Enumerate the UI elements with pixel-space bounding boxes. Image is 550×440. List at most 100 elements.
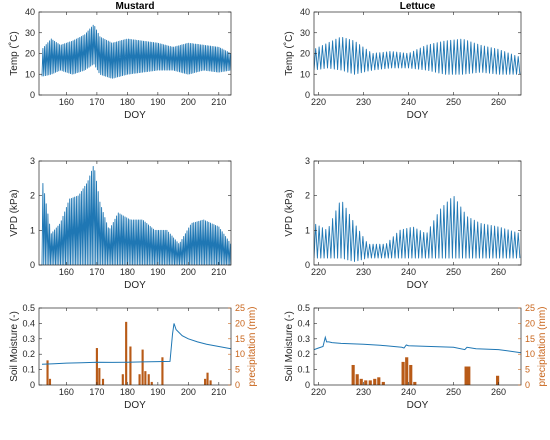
y-tick-label: 1 — [305, 225, 310, 235]
x-tick-label: 220 — [311, 97, 326, 107]
precipitation-bar — [381, 381, 385, 385]
chart-title: Mustard — [116, 1, 155, 12]
x-tick-label: 250 — [446, 267, 461, 277]
y-tick-label: 0.3 — [297, 334, 310, 344]
precipitation-bar — [98, 368, 101, 385]
precipitation-bar — [129, 346, 132, 385]
y-tick-label: 40 — [25, 7, 35, 17]
x-tick-label: 170 — [89, 97, 104, 107]
precipitation-bar — [46, 360, 49, 385]
y-tick-label: 1 — [30, 225, 35, 235]
x-tick-label: 230 — [356, 267, 371, 277]
series-group — [314, 36, 521, 75]
y-tick-label: 0.2 — [22, 349, 35, 359]
y-tick-label: 0.5 — [22, 303, 35, 313]
soil-moisture-line — [41, 323, 231, 365]
y2-tick-label: 20 — [525, 318, 535, 328]
y2-axis-label: precipitation (mm) — [537, 306, 548, 386]
x-tick-label: 180 — [120, 267, 135, 277]
axes-box — [38, 160, 232, 266]
series-group — [41, 24, 231, 79]
precipitation-bar — [405, 357, 409, 385]
precipitation-bars — [351, 357, 500, 385]
x-axis-label: DOY — [124, 110, 146, 121]
precipitation-bar — [144, 371, 147, 385]
soil-lettuce-panel: 220 230 240 250 260 0 0.1 0.2 0.3 0.4 0.5 0 5 10 15 20 2… — [284, 303, 548, 411]
series-line — [314, 36, 521, 75]
axes-box — [313, 307, 522, 386]
x-tick-label: 180 — [120, 97, 135, 107]
series-group — [314, 196, 521, 262]
x-tick-label: 190 — [150, 97, 165, 107]
x-axis-label: DOY — [124, 280, 146, 291]
y2-tick-label: 10 — [235, 349, 245, 359]
precipitation-bar — [413, 381, 417, 385]
x-tick-label: 210 — [211, 387, 226, 397]
series-group — [41, 323, 231, 365]
x-tick-label: 230 — [356, 97, 371, 107]
precipitation-bar — [401, 361, 405, 385]
x-tick-label: 240 — [401, 97, 416, 107]
y-axis-label: Temp (˚C) — [283, 31, 295, 75]
y-axis-label: Soil Moisture (-) — [9, 311, 20, 382]
x-tick-label: 190 — [150, 267, 165, 277]
y-tick-label: 3 — [30, 156, 35, 166]
precipitation-bar — [373, 378, 377, 385]
precipitation-bar — [464, 366, 468, 385]
y-tick-label: 0.3 — [22, 334, 35, 344]
x-tick-label: 160 — [59, 267, 74, 277]
y-tick-label: 0 — [30, 380, 35, 390]
y-axis-label: Temp (˚C) — [8, 31, 20, 75]
precipitation-bars — [46, 321, 212, 385]
y2-tick-label: 0 — [235, 380, 240, 390]
precipitation-bar — [95, 348, 98, 385]
precipitation-bar — [467, 366, 471, 385]
x-axis-label: DOY — [407, 400, 429, 411]
precipitation-bar — [48, 378, 52, 385]
y2-tick-label: 0 — [525, 380, 530, 390]
precipitation-bar — [138, 374, 141, 385]
y2-tick-label: 25 — [235, 303, 245, 313]
y-tick-label: 0 — [305, 260, 310, 270]
y2-tick-label: 5 — [235, 365, 240, 375]
x-axis-label: DOY — [407, 110, 429, 121]
y-tick-label: 0.1 — [22, 365, 35, 375]
precipitation-bar — [355, 374, 359, 385]
soil-moisture-line — [314, 335, 521, 354]
axes-box — [38, 307, 232, 386]
y-tick-label: 40 — [300, 7, 310, 17]
y2-tick-label: 25 — [525, 303, 535, 313]
x-tick-label: 200 — [181, 387, 196, 397]
soil-mustard-panel: 160 170 180 190 200 210 0 0.1 0.2 0.3 0.4 0.5 0 5 10 15… — [9, 303, 258, 411]
y-tick-label: 10 — [300, 69, 310, 79]
y-axis-label: Soil Moisture (-) — [284, 311, 295, 382]
y-tick-label: 2 — [30, 191, 35, 201]
precipitation-bar — [206, 372, 209, 385]
x-tick-label: 230 — [356, 387, 371, 397]
plot-area — [39, 308, 231, 385]
y-tick-label: 0.4 — [297, 318, 310, 328]
precipitation-bar — [150, 381, 153, 385]
y-tick-label: 2 — [305, 191, 310, 201]
y-tick-label: 30 — [300, 28, 310, 38]
precipitation-bar — [364, 380, 368, 385]
x-tick-label: 200 — [181, 267, 196, 277]
x-tick-label: 240 — [401, 267, 416, 277]
x-tick-label: 170 — [89, 387, 104, 397]
x-tick-label: 160 — [59, 387, 74, 397]
y-tick-label: 30 — [25, 28, 35, 38]
precipitation-bar — [204, 378, 207, 385]
series-group — [41, 165, 231, 265]
y-axis-label: VPD (kPa) — [9, 189, 20, 236]
y-tick-label: 20 — [25, 49, 35, 59]
precipitation-bar — [496, 375, 500, 385]
precipitation-bar — [147, 374, 150, 385]
x-tick-label: 160 — [59, 97, 74, 107]
y-axis-label: VPD (kPa) — [284, 189, 295, 236]
y-tick-label: 0 — [305, 380, 310, 390]
y2-axis-label: precipitation (mm) — [247, 306, 258, 386]
precipitation-bar — [125, 321, 128, 385]
y-tick-label: 20 — [300, 49, 310, 59]
y2-tick-label: 15 — [525, 334, 535, 344]
